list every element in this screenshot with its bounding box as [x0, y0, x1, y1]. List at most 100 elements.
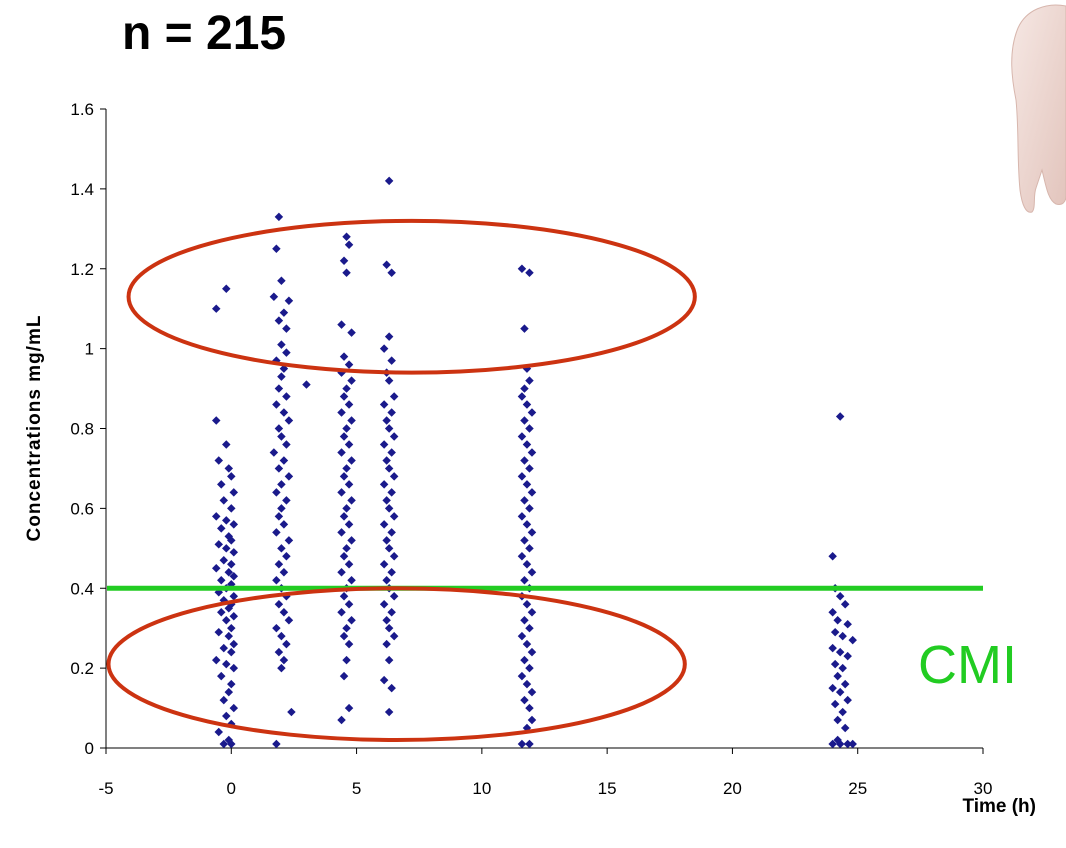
data-point — [527, 647, 537, 657]
data-point — [520, 416, 529, 425]
data-point — [525, 623, 534, 633]
data-point — [269, 448, 279, 457]
threshold-label: CMI — [918, 635, 1017, 695]
y-tick-label: 1 — [85, 340, 94, 359]
data-point — [274, 464, 284, 473]
data-point — [833, 715, 842, 725]
data-point — [379, 599, 389, 609]
data-point — [347, 576, 356, 585]
data-point — [344, 560, 354, 569]
data-point — [387, 356, 396, 365]
y-axis-ticks: 0 0.2 0.4 0.6 0.8 1 1.2 1.4 1.6 — [70, 100, 106, 758]
data-point — [527, 448, 537, 457]
data-point — [339, 591, 349, 601]
data-point — [282, 348, 291, 357]
data-point — [520, 576, 529, 585]
data-point — [344, 440, 354, 449]
data-point — [217, 671, 226, 681]
data-point — [337, 488, 346, 497]
data-point — [212, 512, 221, 521]
data-point — [344, 599, 354, 609]
data-point — [382, 260, 391, 269]
data-point — [347, 416, 356, 425]
data-point — [227, 504, 236, 513]
data-point — [527, 607, 537, 617]
data-point — [339, 392, 349, 401]
data-point — [527, 408, 537, 417]
data-point — [284, 615, 294, 625]
data-point — [347, 456, 356, 465]
pig-image — [1011, 4, 1066, 213]
data-point — [520, 695, 529, 705]
data-point — [214, 627, 223, 637]
y-tick-label: 0 — [85, 739, 94, 758]
data-point — [347, 376, 356, 385]
data-point — [279, 520, 289, 529]
data-point — [222, 516, 231, 525]
data-point — [339, 256, 349, 266]
data-point — [835, 591, 845, 601]
data-point — [342, 544, 351, 553]
x-tick-label: 15 — [598, 779, 617, 798]
data-point — [525, 663, 534, 673]
data-point — [282, 392, 291, 401]
data-point — [282, 496, 291, 505]
data-point — [843, 651, 852, 661]
axes — [105, 109, 983, 749]
data-point — [217, 480, 226, 489]
x-tick-label: 5 — [352, 779, 361, 798]
data-point — [337, 408, 346, 417]
data-point — [838, 663, 847, 673]
data-point — [344, 520, 354, 529]
data-point — [214, 727, 223, 737]
data-point — [227, 679, 236, 689]
data-point — [219, 643, 229, 653]
data-point — [214, 456, 223, 465]
data-point — [282, 440, 291, 449]
data-point — [389, 631, 399, 641]
data-point — [229, 703, 239, 713]
data-point — [838, 707, 847, 717]
data-point — [517, 631, 527, 641]
data-point — [382, 615, 391, 625]
data-point — [212, 564, 221, 573]
data-point — [339, 512, 349, 521]
data-point — [843, 739, 852, 749]
data-point — [279, 655, 289, 665]
data-point — [527, 528, 537, 537]
x-axis-ticks: -5 0 5 10 15 20 25 30 — [98, 748, 992, 798]
data-point — [840, 599, 850, 609]
data-point — [227, 560, 236, 569]
data-point — [848, 739, 857, 749]
data-point — [227, 472, 236, 481]
data-point — [222, 659, 231, 669]
data-point — [520, 615, 529, 625]
data-point — [342, 384, 351, 393]
data-point — [229, 548, 239, 557]
data-point — [212, 655, 221, 665]
data-point — [527, 568, 537, 577]
y-axis-label: Concentrations mg/mL — [24, 315, 45, 542]
data-point — [279, 607, 289, 617]
data-point — [277, 544, 286, 553]
data-point — [517, 512, 527, 521]
data-point — [833, 735, 842, 745]
data-point — [219, 496, 229, 505]
data-point — [279, 456, 289, 465]
data-point — [342, 424, 351, 433]
data-point — [344, 240, 354, 250]
data-point — [337, 528, 346, 537]
data-point — [517, 552, 527, 561]
data-point — [830, 699, 840, 709]
data-point — [835, 412, 845, 421]
data-point — [525, 703, 534, 713]
data-point — [379, 344, 389, 353]
data-point — [277, 631, 286, 641]
data-point — [389, 512, 399, 521]
data-point — [217, 607, 226, 617]
data-point — [282, 324, 291, 333]
data-point — [387, 448, 396, 457]
data-point — [833, 615, 842, 625]
data-point — [274, 384, 284, 393]
